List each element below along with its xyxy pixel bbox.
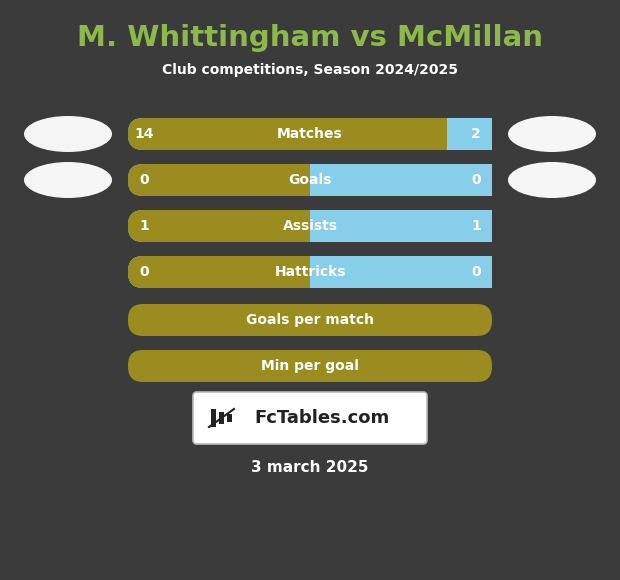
Text: 14: 14 (135, 127, 154, 141)
Text: Min per goal: Min per goal (261, 359, 359, 373)
Text: Hattricks: Hattricks (274, 265, 346, 279)
Bar (227, 414, 232, 422)
Bar (310, 210, 492, 242)
FancyBboxPatch shape (128, 118, 492, 150)
Bar (211, 409, 216, 427)
Text: Goals: Goals (288, 173, 332, 187)
FancyBboxPatch shape (128, 210, 492, 242)
Text: 2: 2 (471, 127, 481, 141)
Text: Assists: Assists (283, 219, 337, 233)
Text: FcTables.com: FcTables.com (254, 409, 389, 427)
Ellipse shape (508, 162, 596, 198)
Text: 1: 1 (471, 219, 481, 233)
FancyBboxPatch shape (128, 350, 492, 382)
Text: Club competitions, Season 2024/2025: Club competitions, Season 2024/2025 (162, 63, 458, 77)
FancyBboxPatch shape (128, 164, 492, 196)
Text: 0: 0 (139, 173, 149, 187)
Ellipse shape (24, 116, 112, 152)
FancyBboxPatch shape (128, 118, 492, 150)
Ellipse shape (508, 116, 596, 152)
Ellipse shape (24, 162, 112, 198)
FancyBboxPatch shape (128, 256, 492, 288)
Bar (310, 256, 492, 288)
Bar (446, 118, 492, 150)
Text: 1: 1 (139, 219, 149, 233)
Text: Goals per match: Goals per match (246, 313, 374, 327)
FancyBboxPatch shape (128, 256, 492, 288)
Bar (219, 412, 224, 424)
Text: 3 march 2025: 3 march 2025 (251, 461, 369, 476)
Bar (310, 164, 492, 196)
Text: M. Whittingham vs McMillan: M. Whittingham vs McMillan (77, 24, 543, 52)
FancyBboxPatch shape (128, 210, 492, 242)
FancyBboxPatch shape (128, 304, 492, 336)
Text: 0: 0 (471, 265, 481, 279)
Text: Matches: Matches (277, 127, 343, 141)
Text: 0: 0 (139, 265, 149, 279)
Text: 0: 0 (471, 173, 481, 187)
FancyBboxPatch shape (193, 392, 427, 444)
FancyBboxPatch shape (128, 164, 492, 196)
